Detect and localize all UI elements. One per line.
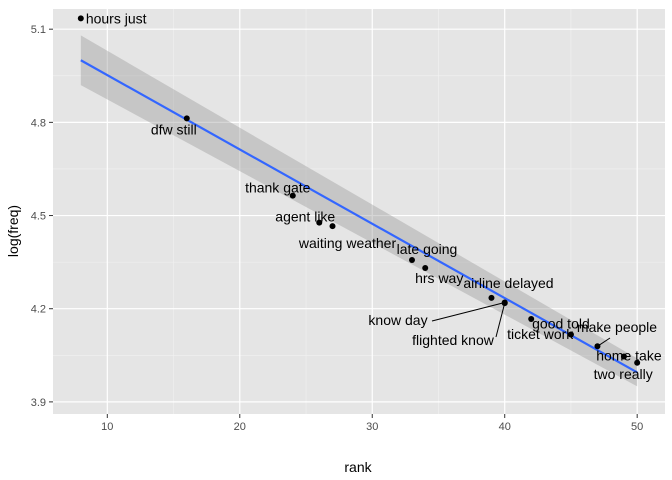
x-axis-title: rank [344, 459, 372, 475]
data-point [408, 256, 415, 263]
point-label: make people [577, 319, 657, 335]
data-point [620, 353, 627, 360]
x-tick-label: 50 [631, 421, 643, 433]
y-axis: 3.9 4.2 4.5 4.8 5.1 [31, 24, 53, 409]
y-tick-label: 4.5 [31, 211, 46, 223]
data-point [488, 294, 495, 301]
point-label: waiting weather [298, 235, 397, 251]
point-label: dfw still [151, 121, 197, 137]
data-point [634, 359, 641, 366]
major-gridlines [53, 9, 665, 414]
data-point [77, 15, 84, 22]
x-tick-label: 20 [234, 421, 246, 433]
data-points [77, 15, 641, 366]
y-tick-label: 4.2 [31, 304, 46, 316]
regression-line [80, 59, 638, 374]
point-label: hours just [86, 10, 147, 26]
data-point [567, 331, 574, 338]
minor-gridlines [53, 9, 665, 414]
point-label: thank gate [245, 180, 311, 196]
x-tick-label: 10 [101, 421, 113, 433]
point-label: good told [532, 315, 590, 331]
label-leader-line [431, 302, 505, 322]
point-label: hrs way [415, 270, 463, 286]
x-tick-label: 40 [499, 421, 511, 433]
label-leader-line [495, 302, 506, 338]
data-point [289, 192, 296, 199]
y-tick-label: 3.9 [31, 397, 46, 409]
point-label: late going [397, 241, 458, 257]
point-label: airline delayed [463, 275, 553, 291]
x-tick-label: 30 [366, 421, 378, 433]
x-axis: 10 20 30 40 50 [101, 414, 643, 433]
point-label: flighted know [412, 332, 495, 348]
point-labels: hours just dfw still thank gate agent like w… [86, 10, 662, 381]
label-leader-line [597, 337, 611, 347]
data-point [422, 265, 429, 272]
y-tick-label: 5.1 [31, 24, 46, 36]
point-label: agent like [275, 209, 335, 225]
y-tick-label: 4.8 [31, 117, 46, 129]
plot-panel [53, 9, 665, 414]
data-point [316, 219, 323, 226]
data-point [183, 115, 190, 122]
point-label: know day [368, 312, 427, 328]
data-point [329, 223, 336, 230]
point-label: home take [596, 348, 662, 364]
y-axis-title: log(freq) [5, 205, 21, 257]
point-label: two really [594, 366, 653, 382]
confidence-band [80, 35, 638, 387]
data-point [528, 315, 535, 322]
point-label: ticket work [507, 326, 574, 342]
